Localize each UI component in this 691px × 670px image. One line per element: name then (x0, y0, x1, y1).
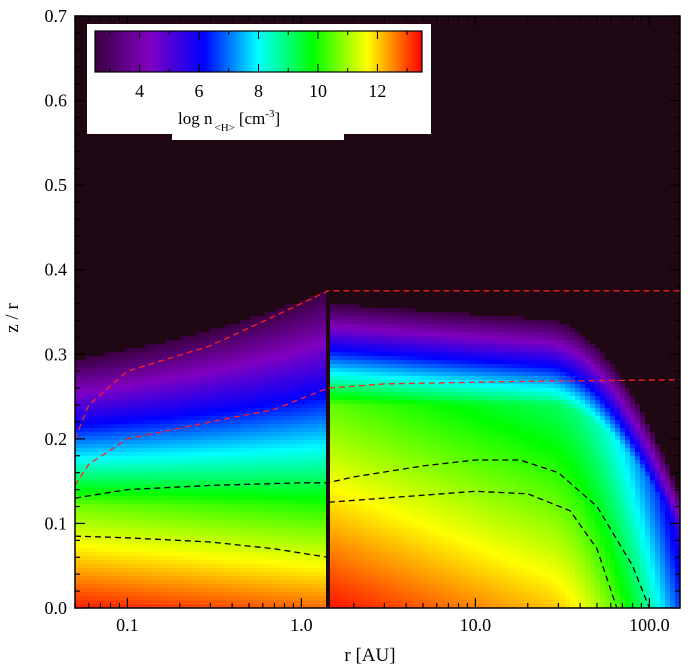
x-tick-label: 0.1 (116, 615, 139, 635)
y-tick-label: 0.4 (45, 260, 68, 280)
colorbar: 4 6 8 10 12 log n <H> [cm-3] (87, 24, 431, 140)
y-tick-label: 0.1 (45, 513, 68, 533)
x-tick-label: 10.0 (460, 615, 492, 635)
y-tick-label: 0.2 (45, 429, 68, 449)
y-axis-label: z / r (2, 303, 23, 333)
plot-frame (74, 15, 681, 609)
y-tick-label: 0.7 (45, 6, 68, 26)
colorbar-tick-label: 10 (309, 81, 327, 101)
contour-line-1 (75, 379, 680, 486)
x-axis-label: r [AU] (344, 645, 395, 666)
colorbar-label-panel (172, 104, 344, 140)
contour-line-0 (75, 290, 680, 440)
contour-lines (75, 290, 680, 608)
y-tick-label: 0.6 (45, 91, 68, 111)
y-tick-label: 0.0 (45, 598, 68, 618)
x-tick-label: 100.0 (629, 615, 670, 635)
colorbar-label: log n <H> [cm-3] (178, 108, 280, 134)
colorbar-tick-label: 6 (195, 81, 204, 101)
colorbar-tick-label: 8 (254, 81, 263, 101)
colorbar-tick-label: 12 (368, 81, 386, 101)
x-axis-ticks: 0.1 1.0 10.0 100.0 (74, 16, 670, 635)
colorbar-ticks: 4 6 8 10 12 (109, 31, 408, 101)
y-tick-label: 0.5 (45, 175, 68, 195)
x-tick-label: 1.0 (290, 615, 313, 635)
y-tick-label: 0.3 (45, 344, 68, 364)
contour-line-2 (75, 459, 651, 608)
contour-line-3 (75, 490, 618, 608)
y-axis-ticks: 0.0 0.1 0.2 0.3 0.4 0.5 0.6 0.7 (45, 6, 680, 618)
colorbar-tick-label: 4 (135, 81, 144, 101)
